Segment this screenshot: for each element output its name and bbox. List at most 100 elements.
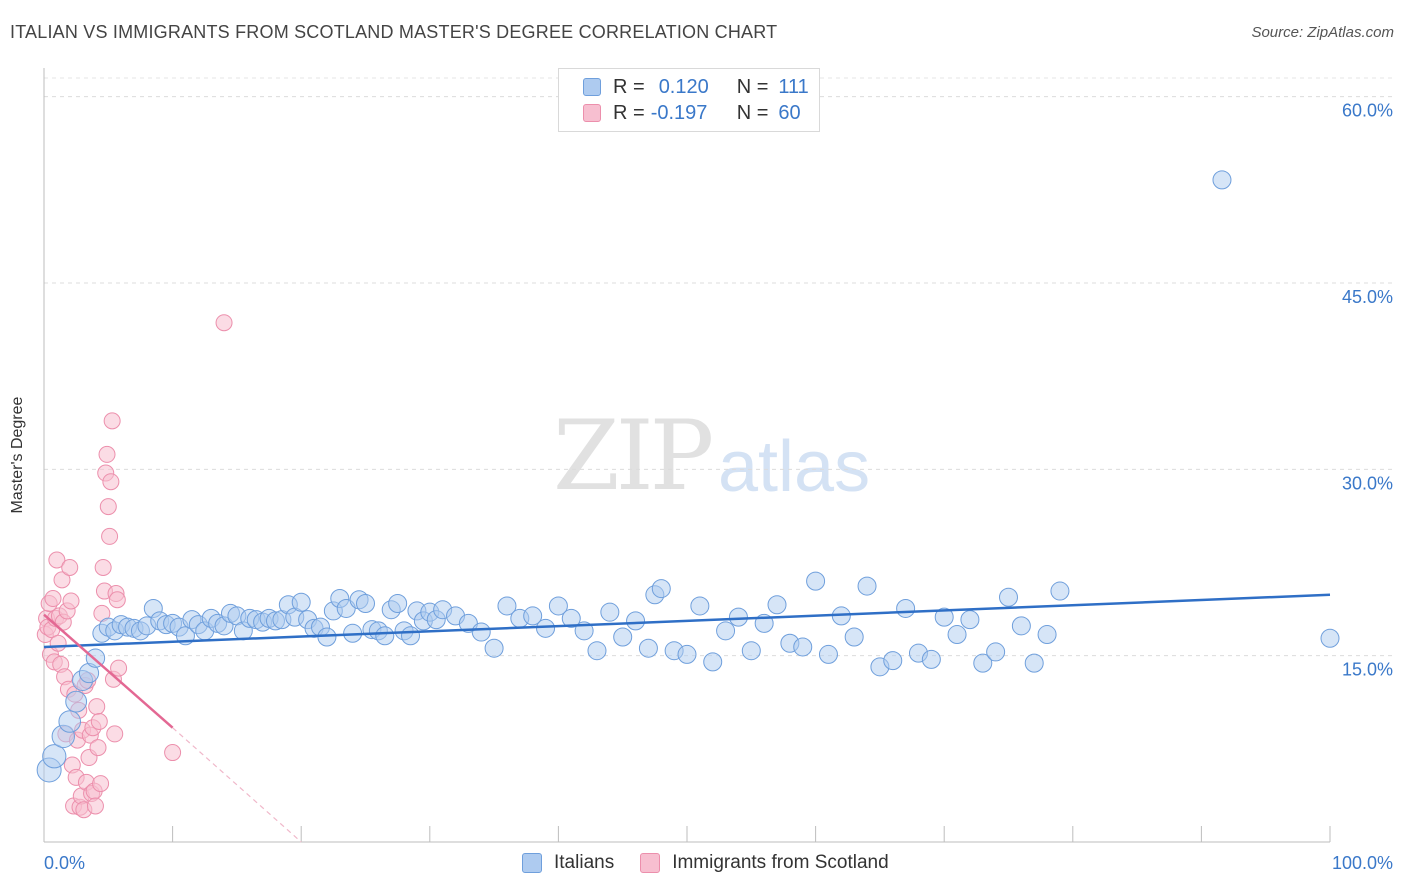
stats-legend: R = 0.120 N = 111 R = -0.197 N = 60: [558, 68, 820, 132]
italians-point: [818, 644, 838, 664]
italians-point: [600, 602, 620, 622]
scotland-point: [62, 592, 80, 610]
scotland-point: [99, 498, 117, 516]
italians-point: [317, 627, 337, 647]
source-label: Source: ZipAtlas.com: [1251, 24, 1394, 41]
scotland-point: [89, 739, 107, 757]
n-label: N =: [736, 75, 769, 98]
scotland-trend-line: [43, 613, 174, 729]
scotland-point: [53, 571, 71, 589]
italians-point: [960, 610, 980, 630]
italians-swatch: [583, 78, 601, 96]
italians-point: [356, 593, 375, 613]
italians-point: [703, 652, 723, 672]
italians-point: [934, 607, 954, 627]
italians-point: [677, 644, 697, 664]
x-tick-label: 0.0%: [44, 853, 85, 873]
scotland-point: [90, 712, 108, 730]
scotland-point: [86, 797, 104, 815]
italians-point: [728, 607, 748, 627]
italians-point: [999, 587, 1018, 607]
chart-title: ITALIAN VS IMMIGRANTS FROM SCOTLAND MAST…: [10, 22, 778, 42]
italians-point: [471, 622, 491, 642]
scotland-point: [48, 551, 66, 569]
italians-point: [401, 626, 421, 646]
italians-point: [716, 621, 736, 641]
italians-point: [561, 608, 581, 628]
italians-point: [291, 592, 311, 612]
italians-point: [1011, 616, 1031, 636]
stats-row-scotland: R = -0.197 N = 60: [583, 100, 801, 126]
italians-point: [1320, 628, 1340, 648]
italians-point: [536, 618, 556, 638]
italians-point: [65, 690, 88, 713]
scotland-point: [102, 473, 120, 491]
italians-point: [388, 593, 408, 613]
r-label: R =: [613, 101, 645, 124]
series-legend: Italians Immigrants from Scotland: [522, 852, 915, 874]
n-value: 60: [778, 101, 801, 124]
italians-point: [986, 642, 1006, 662]
stats-row-italians: R = 0.120 N = 111: [583, 74, 809, 100]
scotland-point: [92, 775, 110, 793]
r-label: R =: [613, 75, 645, 98]
scotland-point: [110, 659, 128, 677]
scotland-point: [94, 558, 112, 576]
watermark-atlas: atlas: [718, 427, 871, 507]
scotland-point: [98, 445, 116, 463]
italians-point: [921, 649, 941, 669]
italians-point: [523, 606, 543, 626]
scotland-point: [61, 558, 79, 576]
italians-point: [613, 627, 633, 647]
italians-point: [548, 596, 568, 616]
italians-point: [741, 641, 761, 661]
scotland-legend-swatch: [640, 853, 661, 873]
scotland-point: [44, 590, 62, 608]
n-label: N =: [736, 101, 769, 124]
n-value: 111: [778, 75, 809, 98]
y-tick-label: 60.0%: [1342, 101, 1393, 121]
legend-item-scotland: Immigrants from Scotland: [640, 852, 889, 874]
italians-point: [375, 626, 395, 646]
italians-point: [883, 651, 903, 671]
italians-point: [806, 571, 826, 591]
scotland-point: [108, 591, 126, 609]
italians-point: [1024, 653, 1044, 673]
italians-point: [844, 627, 864, 647]
x-tick-label: 100.0%: [1332, 853, 1393, 873]
italians-point: [793, 637, 813, 657]
italians-point: [626, 611, 646, 631]
italians-point: [1037, 625, 1057, 645]
italians-trend-line: [43, 593, 1331, 649]
y-tick-label: 15.0%: [1342, 660, 1393, 680]
italians-point: [58, 710, 82, 733]
r-value: -0.197: [650, 101, 708, 124]
scotland-point: [101, 527, 119, 545]
italians-point: [651, 579, 671, 599]
y-tick-label: 30.0%: [1342, 473, 1393, 493]
y-tick-label: 45.0%: [1342, 287, 1393, 307]
legend-label-italians: Italians: [554, 852, 615, 873]
italians-point: [1212, 170, 1232, 190]
italians-point: [587, 641, 607, 661]
italians-point: [767, 595, 787, 615]
italians-point: [896, 598, 916, 618]
scotland-point: [103, 412, 121, 430]
italians-point: [857, 576, 877, 596]
legend-label-scotland: Immigrants from Scotland: [672, 852, 889, 873]
italians-point: [947, 625, 967, 645]
italians-point: [42, 744, 67, 769]
italians-point: [690, 596, 710, 616]
scotland-point: [49, 634, 67, 652]
italians-legend-swatch: [522, 853, 542, 873]
scotland-trend-extension: [172, 727, 302, 843]
r-value: 0.120: [658, 75, 709, 98]
watermark-zip: ZIP: [553, 400, 714, 512]
italians-point: [1050, 581, 1070, 601]
italians-point: [484, 638, 504, 658]
legend-item-italians: Italians: [522, 852, 614, 874]
italians-point: [973, 653, 993, 673]
italians-point: [638, 638, 658, 658]
scotland-point: [215, 314, 233, 332]
